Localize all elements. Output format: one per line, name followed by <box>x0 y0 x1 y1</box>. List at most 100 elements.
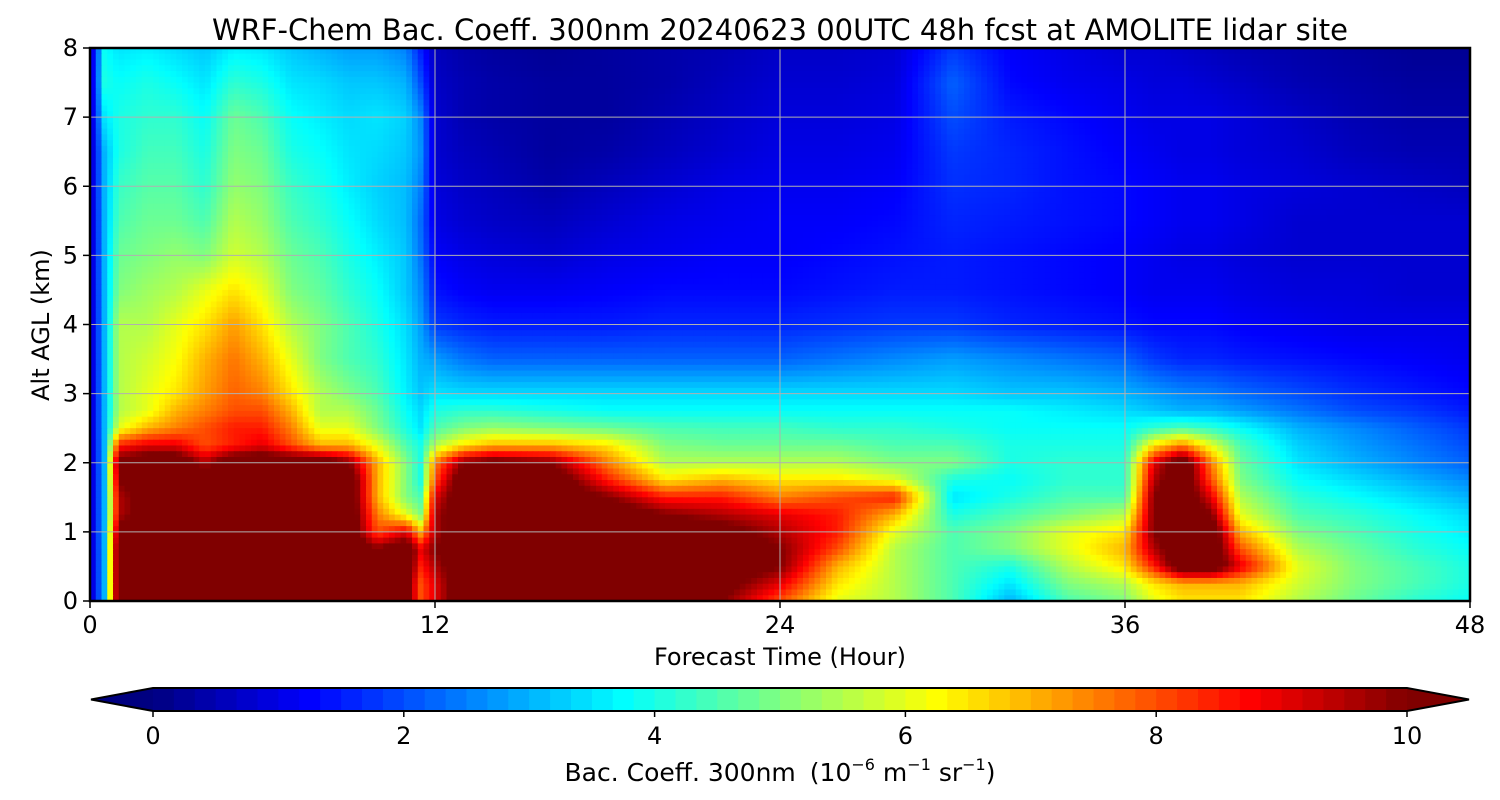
heatmap-cell <box>1010 128 1017 136</box>
heatmap-cell <box>1182 128 1189 136</box>
heatmap-cell <box>101 163 108 170</box>
heatmap-cell <box>1015 163 1023 170</box>
heatmap-cell <box>987 140 994 147</box>
heatmap-cell <box>992 82 1000 89</box>
heatmap-cell <box>670 94 678 101</box>
heatmap-cell <box>492 88 499 95</box>
heatmap-cell <box>164 48 172 55</box>
heatmap-cell <box>222 82 229 89</box>
heatmap-cell <box>492 134 499 141</box>
heatmap-cell <box>101 71 108 78</box>
heatmap-cell <box>578 157 586 164</box>
heatmap-cell <box>854 99 862 107</box>
heatmap-cell <box>1073 117 1080 124</box>
heatmap-cell <box>412 99 419 107</box>
heatmap-cell <box>1130 59 1138 66</box>
heatmap-cell <box>90 163 97 170</box>
heatmap-cell <box>515 151 522 159</box>
heatmap-cell <box>1165 128 1172 136</box>
heatmap-cell <box>498 82 505 89</box>
heatmap-cell <box>1130 111 1138 118</box>
heatmap-cell <box>343 151 350 159</box>
heatmap-cell <box>486 134 494 141</box>
heatmap-cell <box>555 88 563 95</box>
heatmap-cell <box>561 157 568 164</box>
heatmap-cell <box>164 117 172 124</box>
heatmap-cell <box>659 105 666 112</box>
heatmap-cell <box>958 105 965 112</box>
heatmap-cell <box>187 94 195 101</box>
heatmap-cell <box>1079 163 1086 170</box>
heatmap-cell <box>1084 111 1092 118</box>
heatmap-cell <box>210 111 218 118</box>
heatmap-cell <box>1406 94 1414 101</box>
heatmap-cell <box>216 145 223 153</box>
heatmap-cell <box>1464 117 1470 124</box>
heatmap-cell <box>1044 76 1051 84</box>
heatmap-cell <box>780 53 787 61</box>
heatmap-cell <box>216 157 223 164</box>
heatmap-cell <box>992 65 1000 72</box>
heatmap-cell <box>1044 59 1051 66</box>
heatmap-cell <box>302 151 310 159</box>
heatmap-cell <box>636 128 643 136</box>
heatmap-cell <box>1268 88 1276 95</box>
heatmap-cell <box>394 151 402 159</box>
heatmap-cell <box>1406 128 1414 136</box>
heatmap-cell <box>716 59 724 66</box>
heatmap-cell <box>1286 65 1293 72</box>
heatmap-cell <box>1263 111 1270 118</box>
heatmap-cell <box>348 128 356 136</box>
heatmap-cell <box>797 151 804 159</box>
heatmap-cell <box>1452 94 1460 101</box>
heatmap-cell <box>958 94 965 101</box>
heatmap-cell <box>141 128 149 136</box>
heatmap-cell <box>1291 111 1299 118</box>
heatmap-cell <box>417 122 425 130</box>
heatmap-cell <box>107 53 114 61</box>
heatmap-cell <box>360 65 367 72</box>
heatmap-cell <box>147 128 154 136</box>
heatmap-cell <box>1125 111 1132 118</box>
heatmap-cell <box>486 111 494 118</box>
heatmap-cell <box>734 65 741 72</box>
heatmap-cell <box>941 88 948 95</box>
heatmap-cell <box>1383 140 1391 147</box>
heatmap-cell <box>1079 145 1086 153</box>
heatmap-cell <box>366 111 373 118</box>
heatmap-cell <box>946 76 954 84</box>
heatmap-cell <box>538 99 545 107</box>
heatmap-cell <box>1406 88 1414 95</box>
heatmap-cell <box>676 88 683 95</box>
heatmap-cell <box>95 122 103 130</box>
heatmap-cell <box>1165 76 1172 84</box>
heatmap-cell <box>1268 71 1276 78</box>
heatmap-cell <box>1194 151 1201 159</box>
heatmap-cell <box>682 117 689 124</box>
heatmap-cell <box>866 71 873 78</box>
heatmap-cell <box>435 128 442 136</box>
heatmap-cell <box>527 151 534 159</box>
heatmap-cell <box>975 71 982 78</box>
heatmap-cell <box>124 82 131 89</box>
heatmap-cell <box>504 128 511 136</box>
heatmap-cell <box>1314 76 1322 84</box>
heatmap-cell <box>285 157 292 164</box>
heatmap-cell <box>251 122 258 130</box>
heatmap-cell <box>1257 94 1264 101</box>
heatmap-cell <box>688 117 695 124</box>
heatmap-cell <box>1314 122 1322 130</box>
heatmap-cell <box>504 122 511 130</box>
heatmap-cell <box>722 111 729 118</box>
heatmap-cell <box>509 111 517 118</box>
heatmap-cell <box>831 71 839 78</box>
heatmap-cell <box>751 111 758 118</box>
heatmap-cell <box>1360 111 1368 118</box>
heatmap-cell <box>964 88 971 95</box>
heatmap-cell <box>1050 128 1057 136</box>
heatmap-cell <box>1222 128 1230 136</box>
heatmap-cell <box>187 163 195 170</box>
heatmap-cell <box>900 99 908 107</box>
heatmap-cell <box>1090 88 1097 95</box>
heatmap-cell <box>1349 88 1356 95</box>
